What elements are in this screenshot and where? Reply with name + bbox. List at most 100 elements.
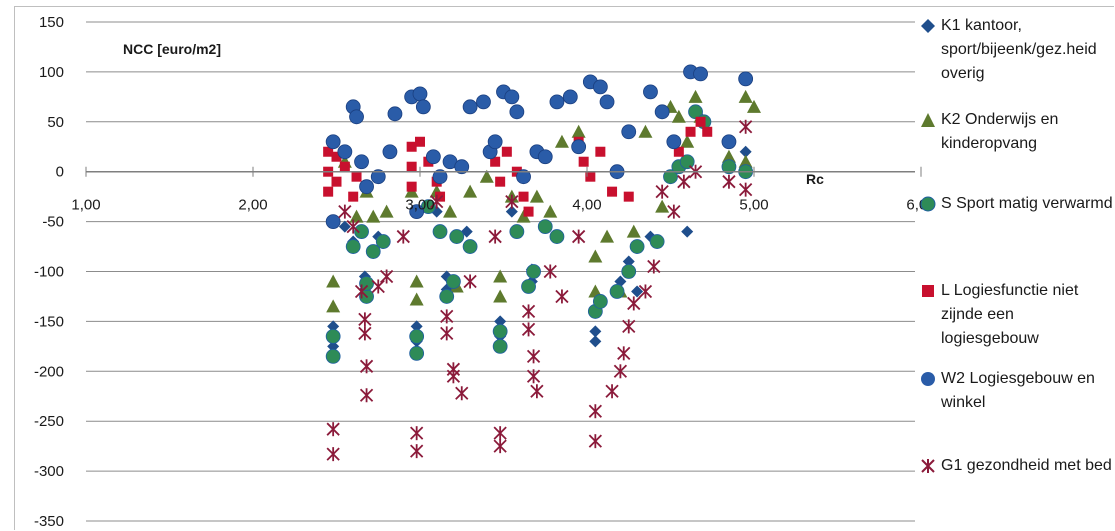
data-point xyxy=(588,404,602,419)
data-point xyxy=(554,134,569,148)
y-tick-label: -350 xyxy=(34,513,64,530)
data-point xyxy=(592,79,608,95)
data-point xyxy=(430,194,444,209)
data-point xyxy=(493,269,508,283)
data-point xyxy=(677,174,691,189)
data-point xyxy=(338,204,352,219)
data-point xyxy=(555,289,569,304)
data-point xyxy=(537,219,553,234)
data-point xyxy=(501,146,512,157)
asterisk-icon xyxy=(921,459,935,473)
data-point xyxy=(685,126,696,137)
data-point xyxy=(622,255,635,268)
chart-title: NCC [euro/m2] xyxy=(123,41,221,57)
data-point xyxy=(412,86,428,102)
data-point xyxy=(585,171,596,182)
data-point xyxy=(505,194,519,209)
data-point xyxy=(325,134,341,150)
data-point xyxy=(370,169,386,185)
data-point xyxy=(509,104,525,120)
data-point xyxy=(325,348,341,364)
data-point xyxy=(518,191,529,202)
data-point xyxy=(493,426,507,441)
data-point xyxy=(435,191,446,202)
data-point xyxy=(490,156,501,167)
data-point xyxy=(409,274,424,288)
data-point xyxy=(578,156,589,167)
data-point xyxy=(667,204,681,219)
data-point xyxy=(337,144,353,160)
data-point xyxy=(721,134,737,150)
data-point xyxy=(406,141,417,152)
series-1 xyxy=(326,89,761,313)
data-point xyxy=(358,326,372,341)
data-point xyxy=(605,384,619,399)
data-point xyxy=(445,274,461,289)
data-point xyxy=(549,94,565,110)
data-point xyxy=(371,279,385,294)
data-point xyxy=(463,184,478,198)
legend-label: S Sport matig verwarmd xyxy=(941,195,1113,212)
data-point xyxy=(521,304,536,319)
data-point xyxy=(406,181,417,192)
data-point xyxy=(493,439,507,454)
y-tick-label: -100 xyxy=(34,264,64,281)
data-point xyxy=(738,89,753,103)
series-2 xyxy=(325,104,754,364)
data-point xyxy=(526,349,541,364)
data-point xyxy=(440,326,454,341)
data-point xyxy=(663,169,678,185)
data-point xyxy=(354,284,369,299)
data-point xyxy=(415,136,425,147)
data-point xyxy=(409,328,425,344)
legend-item-g1: G1 gezondheid met bed xyxy=(919,454,1113,478)
data-point xyxy=(562,89,578,105)
data-point xyxy=(488,229,502,244)
legend-label: L Logiesfunctie niet zijnde een logiesge… xyxy=(941,282,1079,347)
data-point xyxy=(410,426,424,441)
data-point xyxy=(359,359,374,374)
data-point xyxy=(523,206,534,217)
data-point xyxy=(339,161,350,172)
data-point xyxy=(455,386,469,401)
data-point xyxy=(631,285,644,298)
data-point xyxy=(331,176,342,187)
data-point xyxy=(516,209,531,223)
data-point xyxy=(323,146,334,157)
data-point xyxy=(358,312,372,327)
data-point xyxy=(346,219,360,234)
data-point xyxy=(382,144,398,160)
data-point xyxy=(607,186,618,197)
data-point xyxy=(366,209,381,223)
y-tick-label: -150 xyxy=(34,313,64,330)
data-points xyxy=(323,64,761,462)
data-point xyxy=(647,259,661,274)
data-point xyxy=(359,388,374,403)
data-point xyxy=(406,161,417,172)
y-tick-label: -200 xyxy=(34,363,64,380)
data-point xyxy=(673,146,684,157)
data-point xyxy=(609,284,625,299)
legend-item-w2: W2 Logiesgebouw en winkel xyxy=(919,367,1113,415)
data-point xyxy=(666,134,682,150)
data-point xyxy=(695,116,706,127)
data-point xyxy=(325,328,341,344)
data-point xyxy=(487,134,503,150)
legend-label: W2 Logiesgebouw en winkel xyxy=(941,370,1095,411)
data-point xyxy=(747,99,761,113)
data-point xyxy=(543,204,558,218)
y-tick-label: -300 xyxy=(34,463,64,480)
data-point xyxy=(463,274,477,289)
data-point xyxy=(595,146,606,157)
x-tick-label: 5,00 xyxy=(739,197,768,214)
data-point xyxy=(629,239,645,254)
data-point xyxy=(638,124,653,138)
data-point xyxy=(492,338,508,354)
data-point xyxy=(643,84,658,100)
data-point xyxy=(589,325,602,338)
data-point xyxy=(323,186,334,197)
data-point xyxy=(492,323,508,339)
data-point xyxy=(354,154,369,170)
data-point xyxy=(351,171,362,182)
y-tick-label: 50 xyxy=(47,114,64,131)
